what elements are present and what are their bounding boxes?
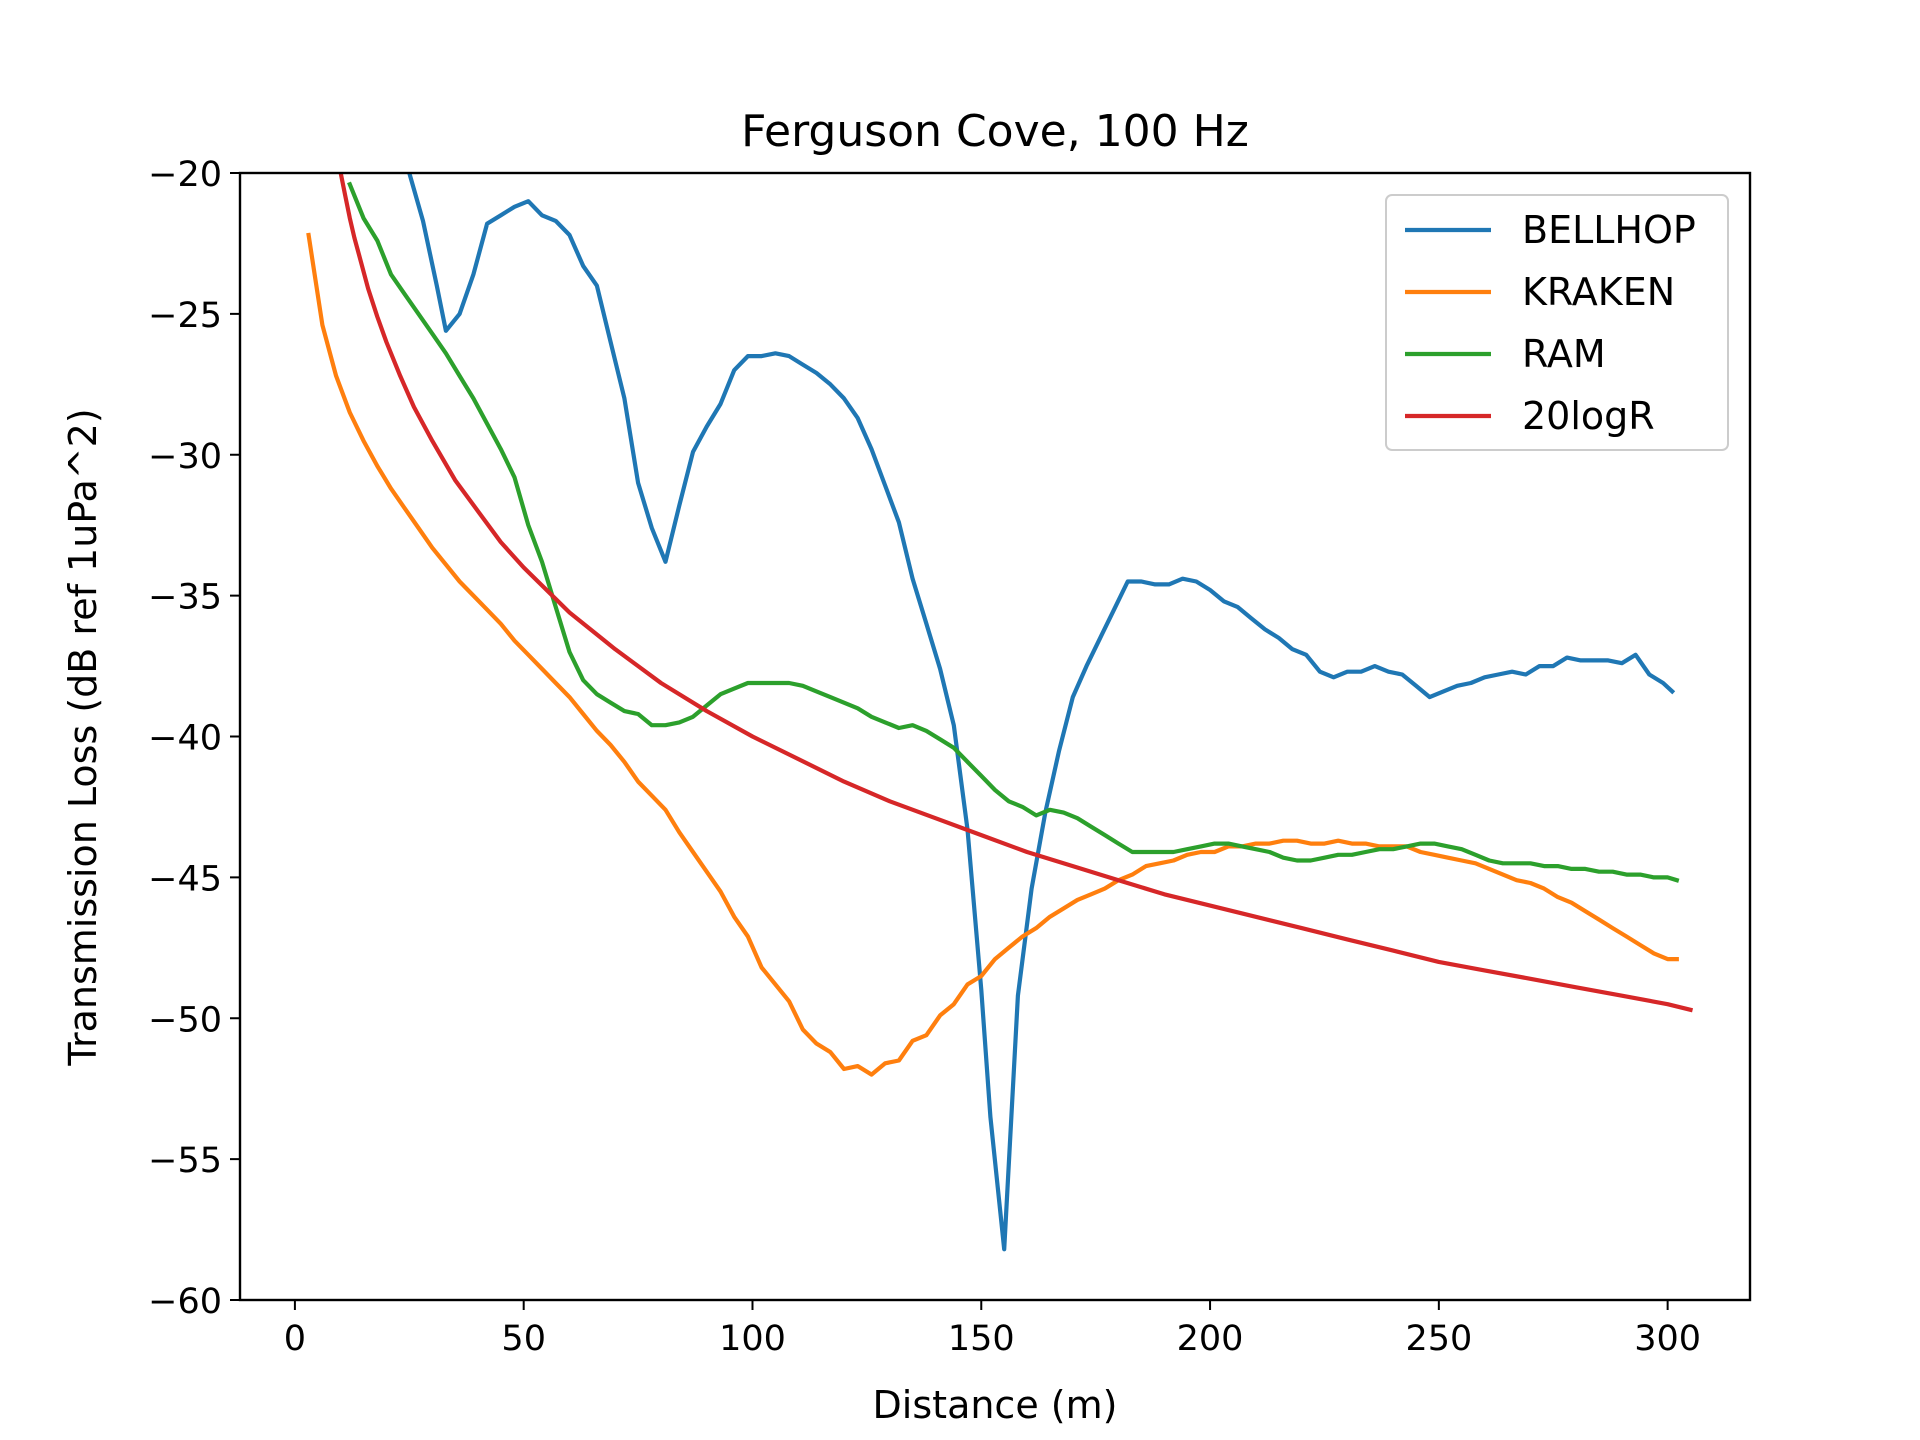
legend-box <box>1385 194 1729 451</box>
legend: BELLHOP KRAKEN RAM 20logR <box>1385 194 1729 451</box>
chart-title: Ferguson Cove, 100 Hz <box>741 106 1249 157</box>
x-tick-label: 100 <box>719 1319 786 1359</box>
x-tick-label: 50 <box>501 1319 546 1359</box>
y-tick-label: −40 <box>148 719 222 759</box>
x-tick-label: 250 <box>1405 1319 1472 1359</box>
x-axis: 0 50 100 150 200 250 300 <box>284 1300 1701 1359</box>
y-tick-label: −20 <box>148 155 222 195</box>
legend-label-ram: RAM <box>1522 332 1606 376</box>
y-tick-label: −60 <box>148 1282 222 1322</box>
series-line-kraken <box>306 232 1679 1077</box>
x-tick-label: 0 <box>284 1319 306 1359</box>
series-line-ram <box>347 181 1680 883</box>
series-layer <box>306 173 1694 1252</box>
series-line-20logr <box>338 173 1694 1013</box>
legend-label-bellhop: BELLHOP <box>1522 208 1696 252</box>
y-tick-label: −30 <box>148 437 222 477</box>
y-tick-label: −25 <box>148 296 222 336</box>
y-tick-label: −45 <box>148 859 222 899</box>
x-tick-label: 300 <box>1634 1319 1701 1359</box>
y-tick-label: −35 <box>148 578 222 618</box>
y-tick-label: −55 <box>148 1141 222 1181</box>
y-axis-label: Transmission Loss (dB ref 1uPa^2) <box>61 408 105 1066</box>
y-tick-label: −50 <box>148 1000 222 1040</box>
x-axis-label: Distance (m) <box>873 1383 1118 1427</box>
legend-label-kraken: KRAKEN <box>1522 270 1675 314</box>
legend-label-20logr: 20logR <box>1522 394 1655 438</box>
plot-frame <box>238 171 1752 1302</box>
y-axis: −20 −25 −30 −35 −40 −45 −50 −55 −60 <box>148 155 240 1322</box>
x-tick-label: 150 <box>948 1319 1015 1359</box>
x-tick-label: 200 <box>1177 1319 1244 1359</box>
series-line-bellhop <box>407 173 1676 1252</box>
